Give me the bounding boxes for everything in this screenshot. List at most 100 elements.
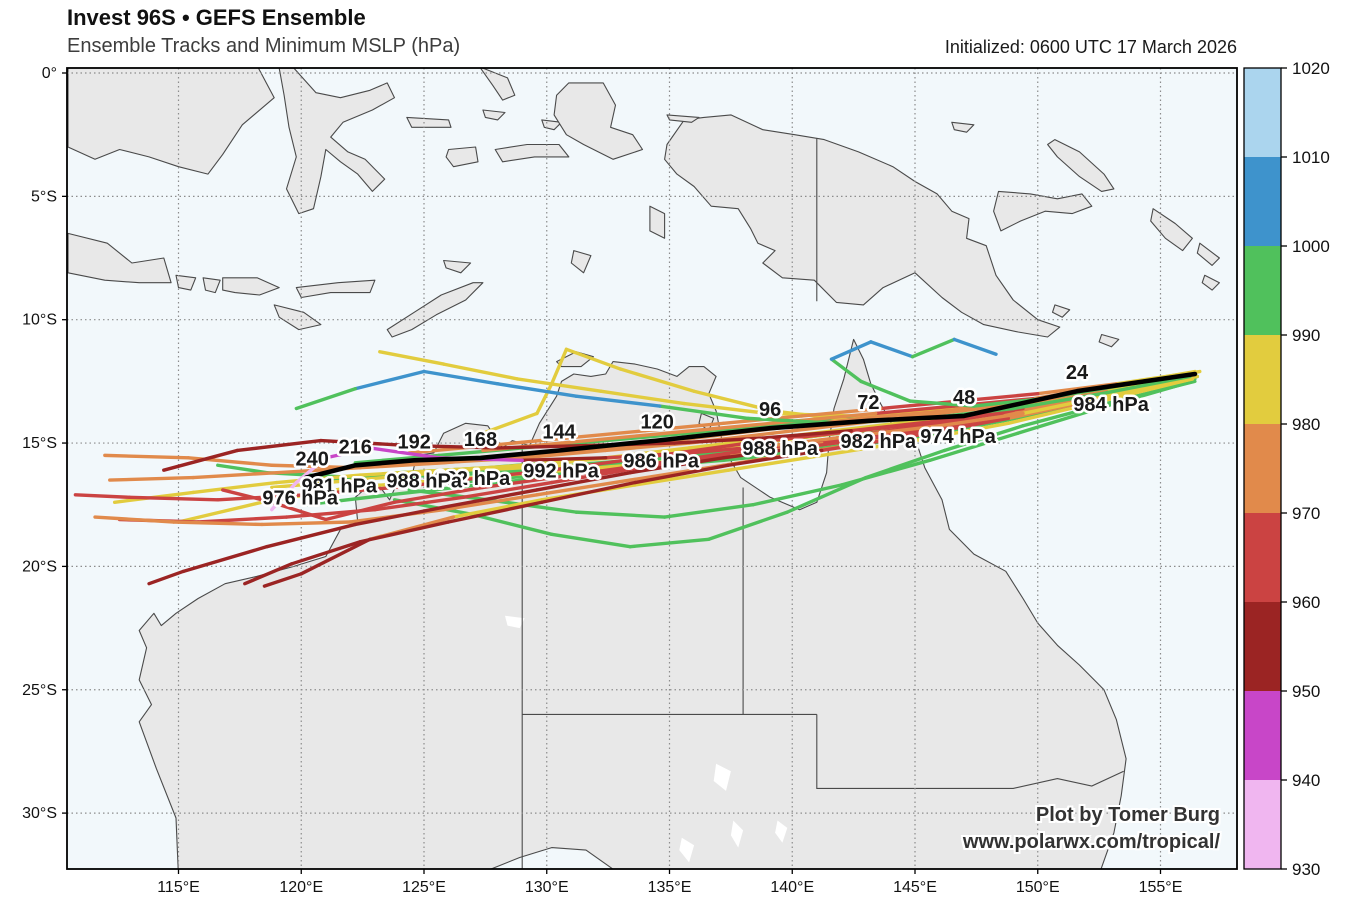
land-polygon-timor (386, 282, 484, 338)
track-mslp-label: 981 hPa (301, 475, 377, 497)
ensemble-track-segment (540, 480, 637, 504)
ensemble-track-segment (603, 451, 691, 460)
colorbar-band-930 (1244, 780, 1281, 869)
ensemble-track-segment (319, 438, 411, 448)
ensemble-track-segment (692, 389, 775, 413)
track-hour-label: 72 (857, 392, 879, 414)
ensemble-track-segment (687, 424, 775, 435)
colorbar-tick-label: 1010 (1292, 148, 1330, 167)
ensemble-track-segment (324, 500, 397, 522)
land-polygon-sula-islands (406, 116, 452, 128)
land-polygon-borneo (67, 68, 275, 175)
ensemble-track-p19 (407, 369, 1202, 455)
ensemble-track-segment (407, 443, 500, 450)
colorbar-band-990 (1244, 246, 1281, 335)
colorbar-tick-label: 960 (1292, 593, 1320, 612)
ensemble-track-segment (348, 478, 446, 490)
ensemble-track-segment (820, 438, 917, 458)
ensemble-track-segment (657, 404, 750, 421)
ensemble-track-segment (549, 532, 632, 549)
ensemble-track-segment (368, 446, 441, 460)
ensemble-track-segment (495, 443, 588, 450)
ensemble-track-segment (191, 470, 279, 480)
ensemble-track-segment (1021, 394, 1109, 416)
ensemble-track-segment (373, 495, 465, 512)
ensemble-track-segment (549, 347, 569, 386)
ensemble-track-segment (446, 500, 544, 524)
land-polygon-obi (482, 109, 506, 121)
track-hour-label: 96 (759, 399, 781, 421)
ensemble-track-segment (1099, 374, 1192, 396)
colorbar-tick-label: 970 (1292, 504, 1320, 523)
ensemble-track-segment (353, 470, 441, 482)
ensemble-track-segment (270, 480, 299, 512)
y-axis-tick-label: 10°S (22, 312, 57, 329)
colorbar-band-1010 (1244, 68, 1281, 157)
ensemble-track-segment (353, 461, 441, 470)
x-axis-tick-label: 130°E (525, 879, 569, 896)
ensemble-track-segment (275, 473, 362, 485)
ensemble-track-segment (481, 466, 573, 480)
land-polygon-seram (494, 143, 570, 163)
track-mslp-label: 988 hPa (386, 470, 462, 492)
ensemble-track-segment (657, 448, 750, 465)
ensemble-track-segment (147, 569, 186, 586)
x-axis-tick-label: 135°E (648, 879, 692, 896)
ensemble-track-segment (353, 369, 426, 391)
ensemble-track-segment (574, 510, 667, 519)
track-hour-label: 144 (542, 421, 576, 443)
ensemble-track-segment (682, 401, 770, 416)
ensemble-track-segment (495, 382, 578, 398)
ensemble-track-segment (751, 483, 844, 507)
ensemble-track-segment (304, 485, 397, 497)
track-hour-label: 48 (953, 387, 975, 409)
ensemble-track-segment (456, 473, 539, 485)
colorbar-band-980 (1244, 335, 1281, 424)
ensemble-track-segment (262, 572, 303, 588)
ensemble-track-segment (171, 520, 264, 527)
land-polygon-wetar (443, 259, 472, 274)
land-polygon-bali (175, 274, 197, 291)
ensemble-track-segment (216, 463, 269, 475)
ensemble-track-segment (265, 522, 357, 549)
lake-mackay (505, 615, 525, 629)
track-mslp-label: 976 hPa (262, 488, 338, 510)
ensemble-track-segment (235, 438, 323, 453)
x-axis-tick-label: 115°E (157, 879, 200, 896)
ensemble-track-segment (564, 429, 647, 440)
ensemble-track-segment (243, 562, 294, 586)
qld-nsw-border (816, 714, 1124, 789)
track-hour-label: 24 (1066, 362, 1089, 384)
ensemble-track-segment (216, 493, 308, 502)
land-polygon-sulawesi (278, 68, 396, 215)
y-axis-tick-label: 25°S (22, 682, 57, 699)
ensemble-track-segment (707, 510, 790, 541)
ensemble-track-segment (103, 453, 191, 460)
track-mslp-label: 988 hPa (742, 438, 818, 460)
land-polygon-new-guinea (664, 114, 1061, 338)
ensemble-track-segment (1006, 399, 1104, 426)
ensemble-track-segment (461, 480, 554, 500)
page-subtitle: Ensemble Tracks and Minimum MSLP (hPa) (67, 35, 461, 57)
ensemble-track-segment (520, 448, 608, 460)
ensemble-track-p11 (262, 377, 1195, 588)
ensemble-track-segment (441, 463, 529, 472)
ensemble-track-segment (515, 377, 603, 393)
colorbar-band-940 (1244, 691, 1281, 780)
y-axis-tick-label: 20°S (22, 558, 57, 575)
ensemble-track-segment (422, 369, 500, 386)
ensemble-track-segment (564, 347, 623, 371)
attribution-url: www.polarwx.com/tropical/ (962, 831, 1220, 853)
ensemble-track-segment (662, 503, 755, 519)
ensemble-track-segment (643, 421, 726, 433)
map-layers: 24 984 hPa 48 974 hPa 72 982 hPa 96 988 hPa 120 9… (67, 68, 1237, 869)
colorbar-tick-label: 990 (1292, 326, 1320, 345)
ensemble-track-segment (672, 436, 765, 445)
ensemble-track-segment (599, 389, 686, 406)
colorbar-frame (1243, 67, 1282, 870)
land-polygon-new-georgia (1201, 274, 1220, 291)
ensemble-track-segment (270, 478, 357, 490)
ensemble-track-segment (392, 485, 485, 504)
track-hour-label: 168 (464, 429, 497, 451)
